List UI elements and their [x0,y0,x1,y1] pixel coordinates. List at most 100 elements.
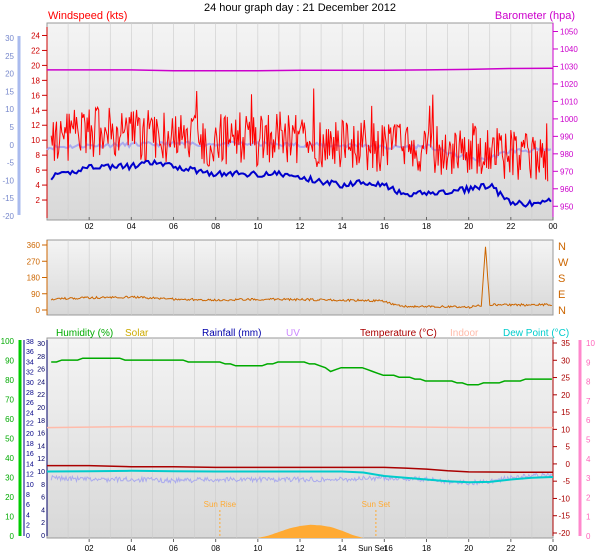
solar-tick-label: 16 [37,431,45,438]
temperature-tick-label: 10 [561,425,570,434]
barometer-axis-label: Barometer (hpa) [495,10,575,22]
dewpoint-label: Dew Point (°C) [503,328,569,339]
baro-tick-label: 1000 [560,115,578,124]
sun-marker-label: Sun Set [362,500,391,509]
solar-tick-label: 22 [37,392,45,399]
wind-tick-label: 8 [36,151,41,160]
temperature-tick-label: -20 [558,529,570,538]
panel-3-x-tick-label: 10 [253,544,262,553]
uv-tick-label: 7 [586,397,591,406]
panel-1-x-tick-label: 00 [549,222,558,231]
panel-3-x-tick-label: 14 [338,544,347,553]
rainfall-tick-label: 4 [26,512,30,519]
rainfall-tick-label: 10 [26,482,34,489]
baro-tick-label: 970 [560,167,574,176]
humidity-tick-label: 40 [5,454,14,463]
wind-tick-label: 16 [31,91,40,100]
wind-tick-label: 10 [31,136,40,145]
rainfall-tick-label: 8 [26,492,30,499]
panel-1-x-tick-label: 08 [211,222,220,231]
humidity-tick-label: 100 [1,337,15,346]
panel-3-x-tick-label: 00 [549,544,558,553]
humidity-tick-label: 0 [10,532,15,541]
panel-1-x-tick-label: 16 [380,222,389,231]
uv-tick-label: 9 [586,358,591,367]
temperature-tick-label: -15 [558,512,570,521]
wind-tick-label: 2 [36,196,41,205]
panel-3-x-tick-label: 18 [422,544,431,553]
solar-tick-label: 2 [41,520,45,527]
wind-tick-label: 12 [31,121,40,130]
temperature-tick-label: -10 [558,494,570,503]
panel-1-x-tick-label: 10 [253,222,262,231]
sun-marker-label: Sun Rise [204,500,237,509]
rainfall-tick-label: 0 [26,533,30,540]
compass-label: N [558,305,566,317]
temperature-tick-label: 25 [561,374,570,383]
chart-title: 24 hour graph day : 21 December 2012 [204,2,396,14]
windchill-line [50,471,553,486]
uv-tick-label: 10 [586,339,595,348]
humidity-tick-label: 90 [5,357,14,366]
wind-tick-label: 20 [31,61,40,70]
panel-1-x-tick-label: 06 [169,222,178,231]
panel-3-x-tick-label: 20 [464,544,473,553]
panel-1-x-tick-label: 14 [338,222,347,231]
rainfall-label: Rainfall (mm) [202,328,261,339]
direction-tick-label: 270 [27,257,41,266]
humidity-tick-label: 60 [5,415,14,424]
humidity-tick-label: 80 [5,376,14,385]
left-outer-tick-label: 0 [10,141,15,150]
rainfall-tick-label: 24 [26,410,34,417]
direction-tick-label: 180 [27,274,41,283]
humidity-tick-label: 10 [5,513,14,522]
compass-label: S [558,273,565,285]
wind-direction-line [50,246,553,309]
panel-3-x-tick-label: 22 [506,544,515,553]
baro-tick-label: 960 [560,185,574,194]
panel-1-x-tick-label: 22 [506,222,515,231]
panel-1-x-tick-label: 18 [422,222,431,231]
rainfall-tick-label: 22 [26,421,34,428]
dewpoint-line [46,469,554,484]
wind-tick-label: 22 [31,46,40,55]
rainfall-tick-label: 26 [26,400,34,407]
left-outer-tick-label: -10 [2,176,14,185]
solar-tick-label: 8 [41,482,45,489]
rainfall-tick-label: 36 [26,349,34,356]
indoor-label: Indoor [450,328,479,339]
uv-tick-label: 2 [586,493,591,502]
barometer-line [47,67,554,72]
panel-1-x-tick-label: 20 [464,222,473,231]
solar-area [257,524,364,538]
compass-label: E [558,289,565,301]
panel-3-x-tick-label: 08 [211,544,220,553]
solar-tick-label: 26 [37,367,45,374]
uv-tick-label: 8 [586,378,591,387]
uv-tick-label: 4 [586,455,591,464]
rainfall-tick-label: 14 [26,461,34,468]
uv-tick-label: 0 [586,532,591,541]
panel-1-x-tick-label: 02 [85,222,94,231]
rainfall-tick-label: 2 [26,523,30,530]
left-outer-tick-label: 10 [5,105,14,114]
panel-3-x-tick-label: 02 [85,544,94,553]
baro-tick-label: 1040 [560,45,578,54]
solar-tick-label: 24 [37,379,45,386]
solar-tick-label: 6 [41,495,45,502]
left-outer-tick-label: 15 [5,87,14,96]
indoor-line [46,425,553,429]
direction-tick-label: 360 [27,241,41,250]
humidity-tick-label: 20 [5,493,14,502]
baro-tick-label: 1050 [560,27,578,36]
temperature-tick-label: -5 [563,477,571,486]
uv-tick-label: 3 [586,474,591,483]
temperature-tick-label: 20 [561,391,570,400]
wind-tick-label: 14 [31,106,40,115]
left-outer-tick-label: -15 [2,194,14,203]
solar-tick-label: 14 [37,443,45,450]
rainfall-tick-label: 6 [26,502,30,509]
temperature-tick-label: 0 [566,460,571,469]
humidity-line [51,357,552,386]
